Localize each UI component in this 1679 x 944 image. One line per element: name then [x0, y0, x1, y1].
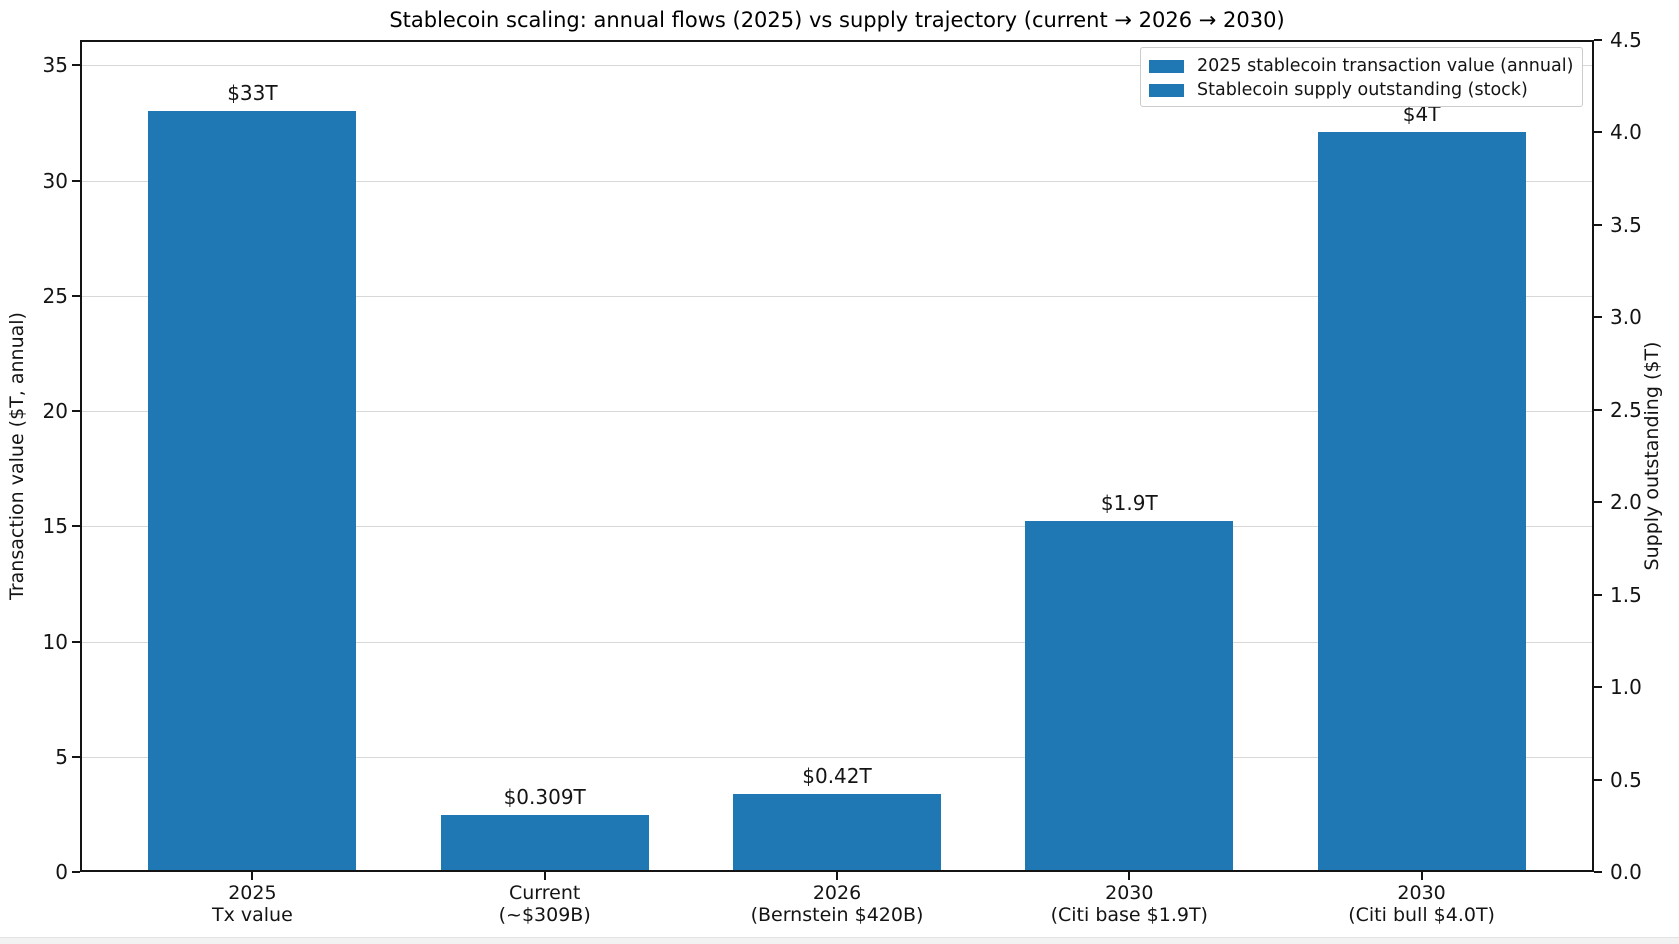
x-axis-tick-label-line: Tx value	[211, 904, 293, 926]
bar	[1317, 132, 1526, 872]
bar-value-label: $33T	[227, 81, 278, 106]
bar	[148, 111, 357, 872]
x-axis-tick-label-line: 2030	[1105, 882, 1154, 904]
gridline	[80, 756, 1594, 758]
bar-value-label: $1.9T	[1100, 490, 1158, 515]
x-axis-tick-label: 2025 Tx value	[102, 882, 402, 926]
y-axis-tick-label: 20	[42, 399, 68, 424]
y2-axis-tick-label: 0.0	[1610, 860, 1642, 884]
x-axis-tick-mark	[251, 872, 254, 880]
legend-swatch-icon	[1149, 59, 1184, 73]
y2-axis-tick-mark	[1594, 131, 1602, 134]
x-axis-tick-label-line: 2030	[1397, 882, 1446, 904]
y2-axis-tick-mark	[1594, 778, 1602, 781]
x-axis-tick-label-line: (~$309B)	[498, 904, 591, 926]
y-axis-tick-mark	[72, 294, 80, 297]
y-axis-tick-label: 35	[42, 53, 68, 78]
y2-axis-tick-mark	[1594, 501, 1602, 504]
y2-axis-title: Supply outstanding ($T)	[1641, 341, 1663, 571]
y2-axis-tick-mark	[1594, 316, 1602, 319]
y2-axis-tick-label: 4.5	[1610, 28, 1642, 52]
legend-item: 2025 stablecoin transaction value (annua…	[1149, 54, 1574, 78]
chart-title: Stablecoin scaling: annual flows (2025) …	[389, 8, 1285, 32]
gridline	[80, 641, 1594, 643]
y2-axis-tick-label: 0.5	[1610, 767, 1642, 792]
y2-axis-tick-mark	[1594, 39, 1602, 41]
x-axis-tick-label-line: (Citi bull $4.0T)	[1348, 904, 1495, 926]
gridline	[80, 180, 1594, 182]
y2-axis-tick-label: 1.5	[1610, 582, 1642, 607]
legend-label: Stablecoin supply outstanding (stock)	[1197, 80, 1528, 100]
bar	[733, 794, 941, 872]
plot-area	[80, 40, 1594, 872]
x-axis-tick-mark	[543, 872, 546, 880]
window-edge-strip	[0, 937, 1679, 944]
y-axis-title: Transaction value ($T, annual)	[6, 312, 28, 600]
y-axis-tick-mark	[72, 525, 80, 528]
x-axis-tick-label-line: 2025	[228, 882, 277, 904]
bar-value-label: $0.42T	[802, 764, 872, 789]
x-axis-tick-mark	[836, 872, 838, 880]
x-axis-tick-label-line: 2026	[812, 882, 862, 904]
y2-axis-tick-label: 1.0	[1610, 675, 1642, 700]
x-axis-tick-label-line: (Citi base $1.9T)	[1050, 904, 1208, 926]
gridline	[80, 295, 1594, 297]
y-axis-tick-mark	[72, 64, 80, 67]
x-axis-tick-label: 2030 (Citi base $1.9T)	[979, 882, 1279, 926]
legend-swatch-icon	[1149, 83, 1184, 97]
legend-label: 2025 stablecoin transaction value (annua…	[1197, 56, 1574, 76]
y-axis-tick-label: 15	[42, 514, 68, 539]
legend-item: Stablecoin supply outstanding (stock)	[1149, 78, 1574, 102]
y-axis-tick-mark	[72, 179, 80, 182]
bar	[1025, 520, 1234, 872]
y2-axis-tick-label: 3.0	[1610, 305, 1642, 330]
y-axis-tick-mark	[72, 755, 80, 758]
gridline	[80, 65, 1594, 67]
y-axis-tick-label: 30	[42, 168, 68, 193]
y-axis-tick-label: 25	[42, 283, 68, 308]
x-axis-tick-label-line: (Bernstein $420B)	[750, 904, 924, 926]
x-axis-tick-label: 2030 (Citi bull $4.0T)	[1272, 882, 1572, 926]
y2-axis-tick-label: 4.0	[1610, 120, 1642, 145]
legend: 2025 stablecoin transaction value (annua…	[1140, 47, 1583, 107]
x-axis-tick-label: 2026 (Bernstein $420B)	[687, 882, 987, 926]
y2-axis-tick-mark	[1594, 223, 1602, 226]
y-axis-tick-label: 10	[42, 629, 68, 654]
y-axis-tick-label: 5	[55, 744, 68, 769]
y-axis-tick-label: 0	[55, 860, 68, 884]
y2-axis-tick-mark	[1594, 686, 1602, 689]
x-axis-tick-mark	[1128, 872, 1131, 880]
y2-axis-tick-mark	[1594, 408, 1602, 411]
y2-axis-tick-label: 2.0	[1610, 490, 1642, 515]
x-axis-tick-mark	[1420, 872, 1423, 880]
y-axis-tick-mark	[72, 640, 80, 643]
y2-axis-tick-label: 2.5	[1610, 397, 1642, 422]
gridline	[80, 411, 1594, 413]
x-axis-tick-label-line: Current	[509, 882, 581, 904]
bar	[440, 814, 649, 872]
bar-value-label: $0.309T	[503, 784, 586, 809]
y2-axis-tick-mark	[1594, 593, 1602, 596]
y2-axis-tick-mark	[1594, 871, 1602, 873]
gridline	[80, 526, 1594, 528]
y-axis-tick-mark	[72, 871, 80, 873]
y-axis-tick-mark	[72, 410, 80, 413]
x-axis-tick-label: Current (~$309B)	[395, 882, 695, 926]
y2-axis-tick-label: 3.5	[1610, 212, 1642, 237]
